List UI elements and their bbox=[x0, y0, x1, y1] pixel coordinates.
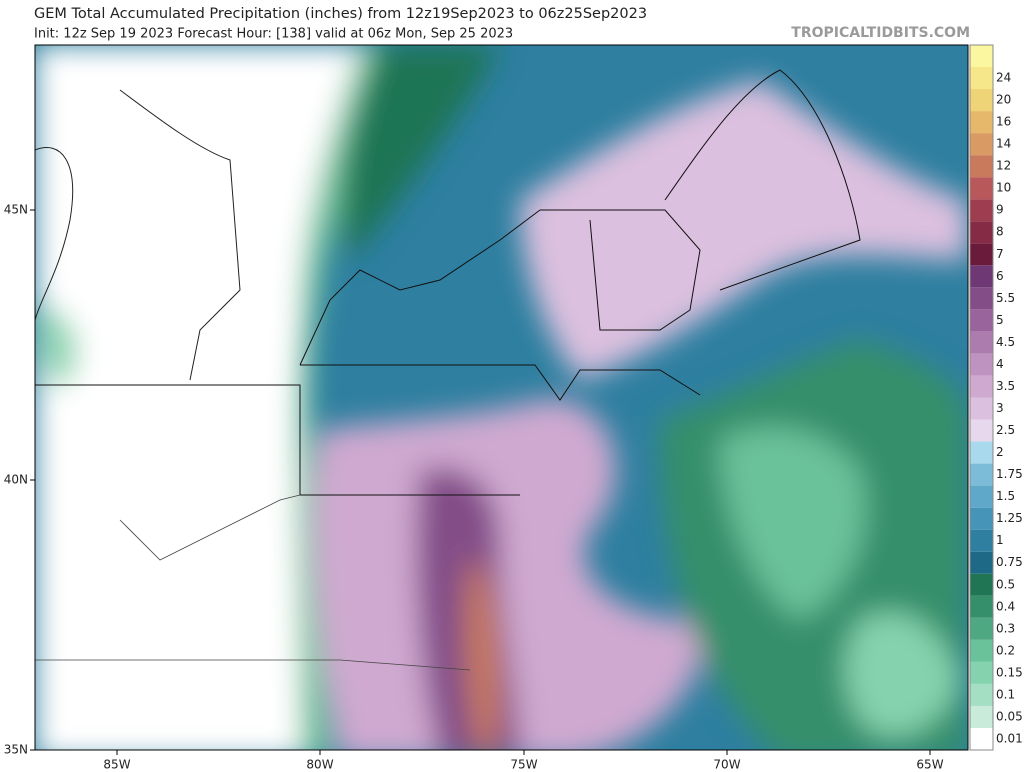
colorbar-bin bbox=[970, 485, 993, 508]
precipitation-field bbox=[35, 45, 968, 750]
colorbar-label: 4 bbox=[996, 357, 1004, 371]
colorbar-bin bbox=[970, 573, 993, 596]
colorbar-bin bbox=[970, 221, 993, 244]
longitude-label: 65W bbox=[916, 758, 943, 772]
borders bbox=[35, 69, 861, 671]
colorbar-bin bbox=[970, 309, 993, 332]
colorbar-label: 0.2 bbox=[996, 643, 1015, 657]
colorbar-label: 7 bbox=[996, 247, 1004, 261]
colorbar-label: 20 bbox=[996, 93, 1011, 107]
colorbar-frame bbox=[969, 44, 994, 751]
subtitle: Init: 12z Sep 19 2023 Forecast Hour: [13… bbox=[34, 27, 513, 42]
title: GEM Total Accumulated Precipitation (inc… bbox=[34, 6, 647, 22]
colorbar-bin bbox=[970, 331, 993, 354]
colorbar-bin bbox=[970, 419, 993, 442]
colorbar-label: 10 bbox=[996, 181, 1011, 195]
colorbar-bin bbox=[970, 353, 993, 376]
colorbar-label: 2.5 bbox=[996, 423, 1015, 437]
colorbar-bin bbox=[970, 463, 993, 486]
colorbar-bin bbox=[970, 617, 993, 640]
colorbar-bin bbox=[970, 89, 993, 112]
colorbar: 0.01 0.05 0.1 0.15 0.2 0.3 0.4 0.5 0.75 1 1.25 1.5 1… bbox=[969, 44, 1023, 751]
colorbar-bin bbox=[970, 705, 993, 728]
colorbar-bin bbox=[970, 529, 993, 552]
colorbar-bin bbox=[970, 441, 993, 464]
colorbar-bin bbox=[970, 551, 993, 574]
colorbar-bin bbox=[970, 595, 993, 618]
colorbar-label: 8 bbox=[996, 225, 1004, 239]
colorbar-label: 12 bbox=[996, 159, 1011, 173]
colorbar-bin bbox=[970, 111, 993, 134]
colorbar-label: 0.1 bbox=[996, 687, 1015, 701]
longitude-label: 80W bbox=[306, 758, 333, 772]
colorbar-bin bbox=[970, 397, 993, 420]
colorbar-label: 0.01 bbox=[996, 731, 1023, 745]
colorbar-bin bbox=[970, 155, 993, 178]
colorbar-label: 6 bbox=[996, 269, 1004, 283]
colorbar-bin bbox=[970, 177, 993, 200]
colorbar-label: 9 bbox=[996, 203, 1004, 217]
colorbar-label: 1.25 bbox=[996, 511, 1023, 525]
map-frame bbox=[34, 44, 969, 751]
colorbar-label: 5.5 bbox=[996, 291, 1015, 305]
colorbar-label: 0.15 bbox=[996, 665, 1023, 679]
colorbar-bin bbox=[970, 287, 993, 310]
colorbar-label: 0.4 bbox=[996, 599, 1015, 613]
colorbar-bin bbox=[970, 199, 993, 222]
colorbar-label: 2 bbox=[996, 445, 1004, 459]
colorbar-top-bin bbox=[970, 45, 993, 67]
longitude-label: 75W bbox=[510, 758, 537, 772]
colorbar-bin bbox=[970, 661, 993, 684]
colorbar-bin bbox=[970, 67, 993, 90]
colorbar-label: 24 bbox=[996, 71, 1011, 85]
longitude-label: 70W bbox=[713, 758, 740, 772]
colorbar-bin bbox=[970, 133, 993, 156]
colorbar-label: 1.75 bbox=[996, 467, 1023, 481]
latitude-label: 45N bbox=[4, 203, 28, 217]
colorbar-label: 3 bbox=[996, 401, 1004, 415]
colorbar-label: 16 bbox=[996, 115, 1011, 129]
colorbar-bin bbox=[970, 639, 993, 662]
colorbar-bin bbox=[970, 375, 993, 398]
latitude-label: 35N bbox=[4, 743, 28, 757]
colorbar-bin bbox=[970, 265, 993, 288]
colorbar-label: 14 bbox=[996, 137, 1011, 151]
colorbar-bin bbox=[970, 507, 993, 530]
latitude-axis: 45N 40N 35N bbox=[4, 203, 35, 757]
colorbar-label: 3.5 bbox=[996, 379, 1015, 393]
watermark: TROPICALTIDBITS.COM bbox=[791, 25, 970, 41]
colorbar-label: 0.3 bbox=[996, 621, 1015, 635]
colorbar-label: 0.05 bbox=[996, 709, 1023, 723]
colorbar-label: 1.5 bbox=[996, 489, 1015, 503]
colorbar-bin bbox=[970, 727, 993, 750]
colorbar-bin bbox=[970, 243, 993, 266]
latitude-label: 40N bbox=[4, 473, 28, 487]
colorbar-label: 4.5 bbox=[996, 335, 1015, 349]
colorbar-label: 0.5 bbox=[996, 577, 1015, 591]
longitude-axis: 85W 80W 75W 70W 65W bbox=[103, 750, 944, 772]
longitude-label: 85W bbox=[103, 758, 130, 772]
colorbar-label: 0.75 bbox=[996, 555, 1023, 569]
colorbar-label: 1 bbox=[996, 533, 1004, 547]
colorbar-label: 5 bbox=[996, 313, 1004, 327]
colorbar-bin bbox=[970, 683, 993, 706]
